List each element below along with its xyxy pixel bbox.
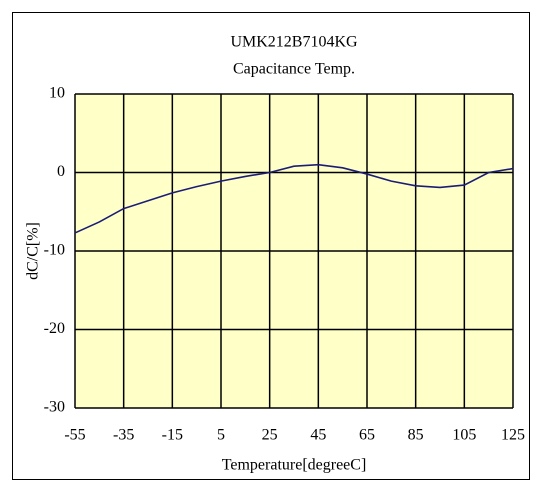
x-tick-label: 125 [501, 427, 525, 444]
data-line [74, 163, 514, 234]
x-tick-label: -55 [64, 427, 85, 444]
x-tick-label: 25 [262, 427, 278, 444]
y-tick-label: -30 [44, 399, 65, 416]
chart-title: UMK212B7104KG [230, 34, 358, 51]
y-tick-label: -10 [44, 242, 65, 259]
x-tick-label: 45 [310, 427, 326, 444]
y-tick-label: 0 [57, 163, 65, 180]
x-tick-label: 5 [217, 427, 225, 444]
x-tick-label: 105 [452, 427, 476, 444]
x-axis-label: Temperature[degreeC] [222, 457, 367, 474]
x-tick-label: -35 [113, 427, 134, 444]
y-tick-label: 10 [49, 85, 65, 102]
y-axis-label: dC/C[%] [25, 222, 42, 280]
x-tick-label: -15 [162, 427, 183, 444]
y-tick-label: -20 [44, 320, 65, 337]
x-tick-label: 65 [359, 427, 375, 444]
chart-subtitle: Capacitance Temp. [233, 61, 355, 78]
x-tick-label: 85 [408, 427, 424, 444]
